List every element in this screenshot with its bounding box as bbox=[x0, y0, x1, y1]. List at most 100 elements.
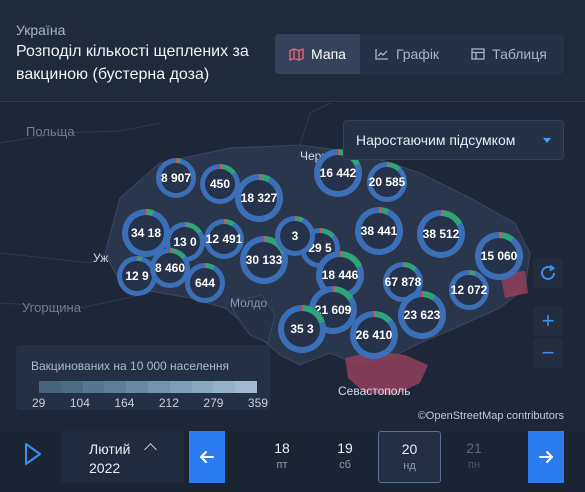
cluster-count: 26 410 bbox=[356, 317, 392, 353]
cluster-marker[interactable]: 18 446 bbox=[316, 251, 364, 299]
map-legend: Вакцинованих на 10 000 населення 29 104 16… bbox=[16, 345, 270, 410]
cluster-marker[interactable]: 450 bbox=[200, 164, 240, 204]
cluster-count: 20 585 bbox=[369, 167, 405, 197]
legend-tick: 164 bbox=[114, 396, 135, 410]
map-icon bbox=[289, 47, 304, 61]
page-title: Розподіл кількості щеплених за вакциною … bbox=[16, 43, 249, 83]
legend-tick: 29 bbox=[32, 396, 46, 410]
cluster-count: 8 460 bbox=[155, 253, 185, 283]
cluster-count: 12 9 bbox=[122, 261, 152, 291]
legend-swatch bbox=[147, 381, 170, 393]
cluster-marker[interactable]: 34 18 bbox=[122, 209, 170, 257]
day-item-disabled: 21 пн bbox=[443, 431, 505, 483]
month-selector[interactable]: Лютий 2022 bbox=[61, 431, 184, 483]
tab-table-label: Таблиця bbox=[492, 46, 547, 62]
cluster-marker[interactable]: 8 907 bbox=[156, 158, 196, 198]
cluster-marker[interactable]: 15 060 bbox=[475, 232, 523, 280]
cluster-marker[interactable]: 38 512 bbox=[417, 210, 465, 258]
day-weekday: нд bbox=[403, 460, 416, 472]
legend-swatch bbox=[82, 381, 105, 393]
legend-ticks: 29 104 164 212 279 359 bbox=[32, 396, 268, 410]
map-attribution[interactable]: ©OpenStreetMap contributors bbox=[417, 410, 564, 422]
tab-map-label: Мапа bbox=[311, 46, 346, 62]
cluster-count: 18 327 bbox=[241, 180, 277, 216]
day-number: 18 bbox=[274, 440, 290, 456]
day-item[interactable]: 18 пт bbox=[251, 431, 313, 483]
city-label-uzh: Уж bbox=[93, 251, 109, 265]
cluster-count: 67 878 bbox=[385, 267, 421, 297]
play-button[interactable] bbox=[23, 441, 43, 467]
cluster-count: 12 491 bbox=[206, 224, 242, 254]
legend-tick: 359 bbox=[247, 396, 268, 410]
cluster-count: 34 18 bbox=[128, 215, 164, 251]
region-label: Україна bbox=[16, 22, 66, 38]
cluster-count: 3 bbox=[280, 221, 310, 251]
country-label-hungary: Угорщина bbox=[22, 300, 81, 315]
legend-tick: 212 bbox=[158, 396, 179, 410]
mode-select[interactable]: Наростаючим підсумком bbox=[343, 120, 564, 160]
legend-swatch bbox=[169, 381, 192, 393]
tab-graph-label: Графік bbox=[395, 46, 440, 62]
cluster-marker[interactable]: 8 460 bbox=[150, 248, 190, 288]
day-weekday: сб bbox=[339, 459, 351, 471]
legend-swatch bbox=[235, 381, 257, 393]
cluster-count: 38 441 bbox=[361, 213, 397, 249]
legend-swatch bbox=[191, 381, 214, 393]
cluster-count: 644 bbox=[190, 268, 220, 298]
cluster-marker[interactable]: 644 bbox=[185, 263, 225, 303]
city-label-moldova: Молдо bbox=[230, 296, 268, 310]
mode-select-value: Наростаючим підсумком bbox=[356, 132, 516, 148]
cluster-count: 23 623 bbox=[404, 297, 440, 333]
prev-day-button[interactable] bbox=[189, 431, 225, 483]
legend-title: Вакцинованих на 10 000 населення bbox=[31, 359, 230, 373]
cluster-count: 38 512 bbox=[423, 216, 459, 252]
cluster-count: 16 442 bbox=[320, 155, 356, 191]
cluster-marker[interactable]: 18 327 bbox=[235, 174, 283, 222]
cluster-marker[interactable]: 3 bbox=[275, 216, 315, 256]
play-icon bbox=[25, 443, 41, 465]
day-number: 21 bbox=[466, 440, 482, 456]
tab-graph[interactable]: Графік bbox=[360, 34, 454, 74]
tab-table[interactable]: Таблиця bbox=[454, 34, 564, 74]
legend-swatch bbox=[126, 381, 148, 393]
cluster-count: 12 072 bbox=[451, 275, 487, 305]
cluster-count: 35 3 bbox=[284, 311, 320, 347]
cluster-count: 8 907 bbox=[161, 163, 191, 193]
cluster-marker[interactable]: 38 441 bbox=[355, 207, 403, 255]
next-day-button[interactable] bbox=[528, 431, 564, 483]
legend-tick: 104 bbox=[69, 396, 90, 410]
legend-tick: 279 bbox=[203, 396, 224, 410]
cluster-marker[interactable]: 67 878 bbox=[383, 262, 423, 302]
cluster-count: 15 060 bbox=[481, 238, 517, 274]
zoom-in-button[interactable]: + bbox=[533, 306, 563, 336]
legend-swatch bbox=[60, 381, 83, 393]
cluster-marker[interactable]: 35 3 bbox=[278, 305, 326, 353]
day-item[interactable]: 19 сб bbox=[314, 431, 376, 483]
chevron-up-icon bbox=[144, 443, 157, 456]
cluster-marker[interactable]: 12 491 bbox=[204, 219, 244, 259]
cluster-marker[interactable]: 26 410 bbox=[350, 311, 398, 359]
reset-view-button[interactable] bbox=[533, 258, 563, 288]
legend-swatch bbox=[213, 381, 236, 393]
city-label-sevastopol: Севастополь bbox=[338, 384, 411, 398]
legend-swatch bbox=[39, 381, 61, 393]
arrow-right-icon bbox=[539, 451, 553, 463]
tab-map[interactable]: Мапа bbox=[275, 34, 360, 74]
header: Україна Розподіл кількості щеплених за в… bbox=[0, 0, 585, 102]
table-icon bbox=[471, 48, 485, 60]
day-weekday: пт bbox=[276, 459, 288, 471]
map-view[interactable]: Польща Угорщина Уж Черні Молдо Севастопо… bbox=[0, 103, 585, 431]
cluster-marker[interactable]: 23 623 bbox=[398, 291, 446, 339]
day-number: 19 bbox=[337, 440, 353, 456]
zoom-out-button[interactable]: − bbox=[533, 338, 563, 368]
month-name: Лютий bbox=[89, 441, 131, 457]
arrow-left-icon bbox=[200, 451, 214, 463]
day-number: 20 bbox=[401, 441, 418, 457]
cluster-marker[interactable]: 12 9 bbox=[117, 256, 157, 296]
cluster-count: 30 133 bbox=[246, 242, 282, 278]
chart-icon bbox=[375, 49, 388, 60]
refresh-icon bbox=[541, 264, 556, 280]
cluster-marker[interactable]: 12 072 bbox=[449, 270, 489, 310]
day-item-selected[interactable]: 20 нд bbox=[378, 431, 441, 483]
cluster-marker[interactable]: 20 585 bbox=[367, 162, 407, 202]
